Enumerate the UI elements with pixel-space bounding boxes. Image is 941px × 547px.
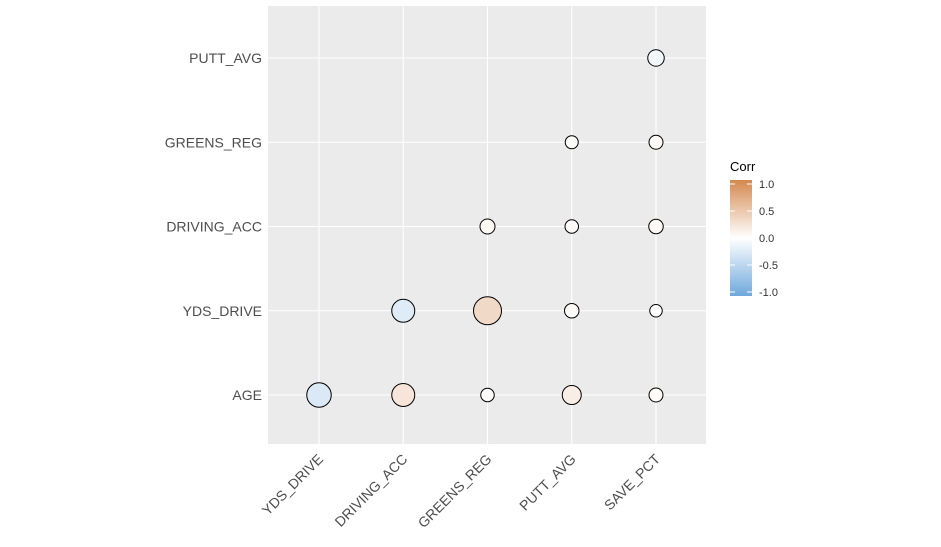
corr-circle-save-pct-greens-reg <box>648 134 664 150</box>
y-tick-label-yds-drive: YDS_DRIVE <box>183 303 262 319</box>
y-tick-label-driving-acc: DRIVING_ACC <box>166 219 262 235</box>
corr-circle-yds-drive-age <box>306 382 332 408</box>
legend-colorbar <box>730 180 752 296</box>
legend: Corr 1.0 0.5 0.0 -0.5 -1.0 <box>730 159 778 299</box>
corr-circle-putt-avg-age <box>561 385 582 405</box>
corr-circle-save-pct-yds-drive <box>649 304 663 318</box>
y-tick-label-putt-avg: PUTT_AVG <box>189 50 262 66</box>
legend-ticks: 1.0 0.5 0.0 -0.5 -1.0 <box>730 179 778 299</box>
corr-circle-greens-reg-yds-drive <box>473 296 502 326</box>
x-axis-tick-labels: YDS_DRIVE DRIVING_ACC GREENS_REG PUTT_AVG SA… <box>259 450 664 530</box>
y-tick-label-age: AGE <box>232 387 262 403</box>
legend-tick-label: 0.0 <box>759 233 774 245</box>
y-axis-tick-labels: AGE YDS_DRIVE DRIVING_ACC GREENS_REG PUTT_AV… <box>165 50 262 403</box>
x-tick-label-save-pct: SAVE_PCT <box>601 450 664 513</box>
corr-circle-driving-acc-age <box>391 383 416 407</box>
y-tick-label-greens-reg: GREENS_REG <box>165 134 262 150</box>
corr-circle-save-pct-putt-avg <box>647 49 665 67</box>
corr-circle-driving-acc-yds-drive <box>391 298 416 323</box>
corr-circle-putt-avg-greens-reg <box>564 135 579 150</box>
x-tick-label-yds-drive: YDS_DRIVE <box>259 451 326 518</box>
corr-circle-save-pct-driving-acc <box>648 218 664 235</box>
legend-tick-label: -0.5 <box>759 260 778 272</box>
corr-circle-putt-avg-yds-drive <box>564 303 580 319</box>
legend-tick-label: 0.5 <box>759 206 774 218</box>
corr-circle-greens-reg-driving-acc <box>479 218 496 235</box>
correlation-circles <box>306 49 665 408</box>
legend-title: Corr <box>730 159 756 174</box>
corr-circle-putt-avg-driving-acc <box>564 219 579 234</box>
x-tick-label-driving-acc: DRIVING_ACC <box>331 451 410 530</box>
corr-circle-greens-reg-age <box>480 387 495 403</box>
x-tick-label-putt-avg: PUTT_AVG <box>516 451 579 514</box>
x-tick-label-greens-reg: GREENS_REG <box>415 451 495 531</box>
legend-tick-label: -1.0 <box>759 287 778 299</box>
corr-circle-save-pct-age <box>648 387 664 403</box>
legend-tick-label: 1.0 <box>759 179 774 191</box>
